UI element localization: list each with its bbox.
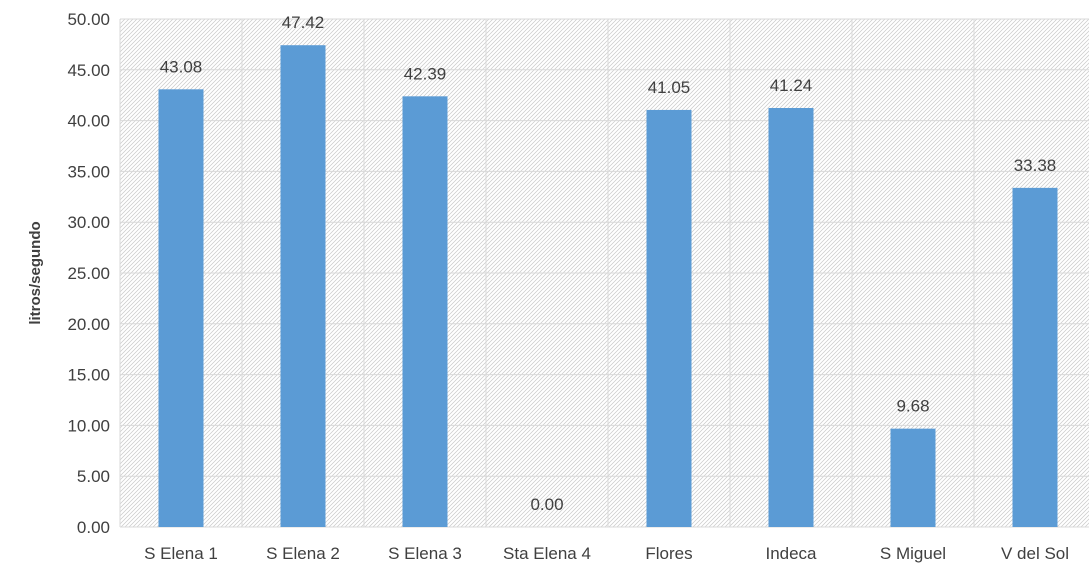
- x-tick-label: Sta Elena 4: [503, 544, 591, 563]
- data-label: 43.08: [160, 57, 203, 76]
- y-tick-label: 25.00: [67, 264, 110, 283]
- y-axis-title: litros/segundo: [27, 221, 44, 324]
- bars: [158, 45, 1058, 528]
- bar: [158, 89, 204, 528]
- y-tick-label: 20.00: [67, 315, 110, 334]
- y-tick-label: 50.00: [67, 10, 110, 29]
- bar: [280, 45, 326, 527]
- y-tick-label: 0.00: [77, 518, 110, 537]
- y-tick-label: 45.00: [67, 61, 110, 80]
- bar: [1012, 187, 1058, 528]
- bar: [646, 109, 692, 527]
- bar: [768, 108, 814, 528]
- x-tick-label: S Elena 1: [144, 544, 218, 563]
- data-label: 0.00: [530, 495, 563, 514]
- x-tick-label: Indeca: [765, 544, 817, 563]
- data-label: 9.68: [896, 397, 929, 416]
- data-label: 33.38: [1014, 156, 1057, 175]
- y-tick-label: 10.00: [67, 416, 110, 435]
- x-axis-tick-labels: S Elena 1 S Elena 2 S Elena 3 Sta Elena 4 Fl…: [144, 544, 1069, 563]
- y-tick-label: 40.00: [67, 112, 110, 131]
- data-label: 42.39: [404, 64, 447, 83]
- x-tick-label: S Miguel: [880, 544, 946, 563]
- data-labels: 43.08 47.42 42.39 0.00 41.05 41.24 9.68 33.38: [160, 13, 1057, 514]
- data-label: 41.05: [648, 78, 691, 97]
- x-tick-label: V del Sol: [1001, 544, 1069, 563]
- x-tick-label: S Elena 3: [388, 544, 462, 563]
- bar: [890, 428, 936, 527]
- y-tick-label: 35.00: [67, 162, 110, 181]
- y-tick-label: 5.00: [77, 467, 110, 486]
- y-tick-label: 15.00: [67, 366, 110, 385]
- data-label: 41.24: [770, 76, 813, 95]
- y-axis-tick-labels: 0.00 5.00 10.00 15.00 20.00 25.00 30.00 35.00 40…: [67, 10, 110, 537]
- x-tick-label: S Elena 2: [266, 544, 340, 563]
- data-label: 47.42: [282, 13, 325, 32]
- y-tick-label: 30.00: [67, 213, 110, 232]
- x-tick-label: Flores: [645, 544, 692, 563]
- bar: [402, 96, 448, 527]
